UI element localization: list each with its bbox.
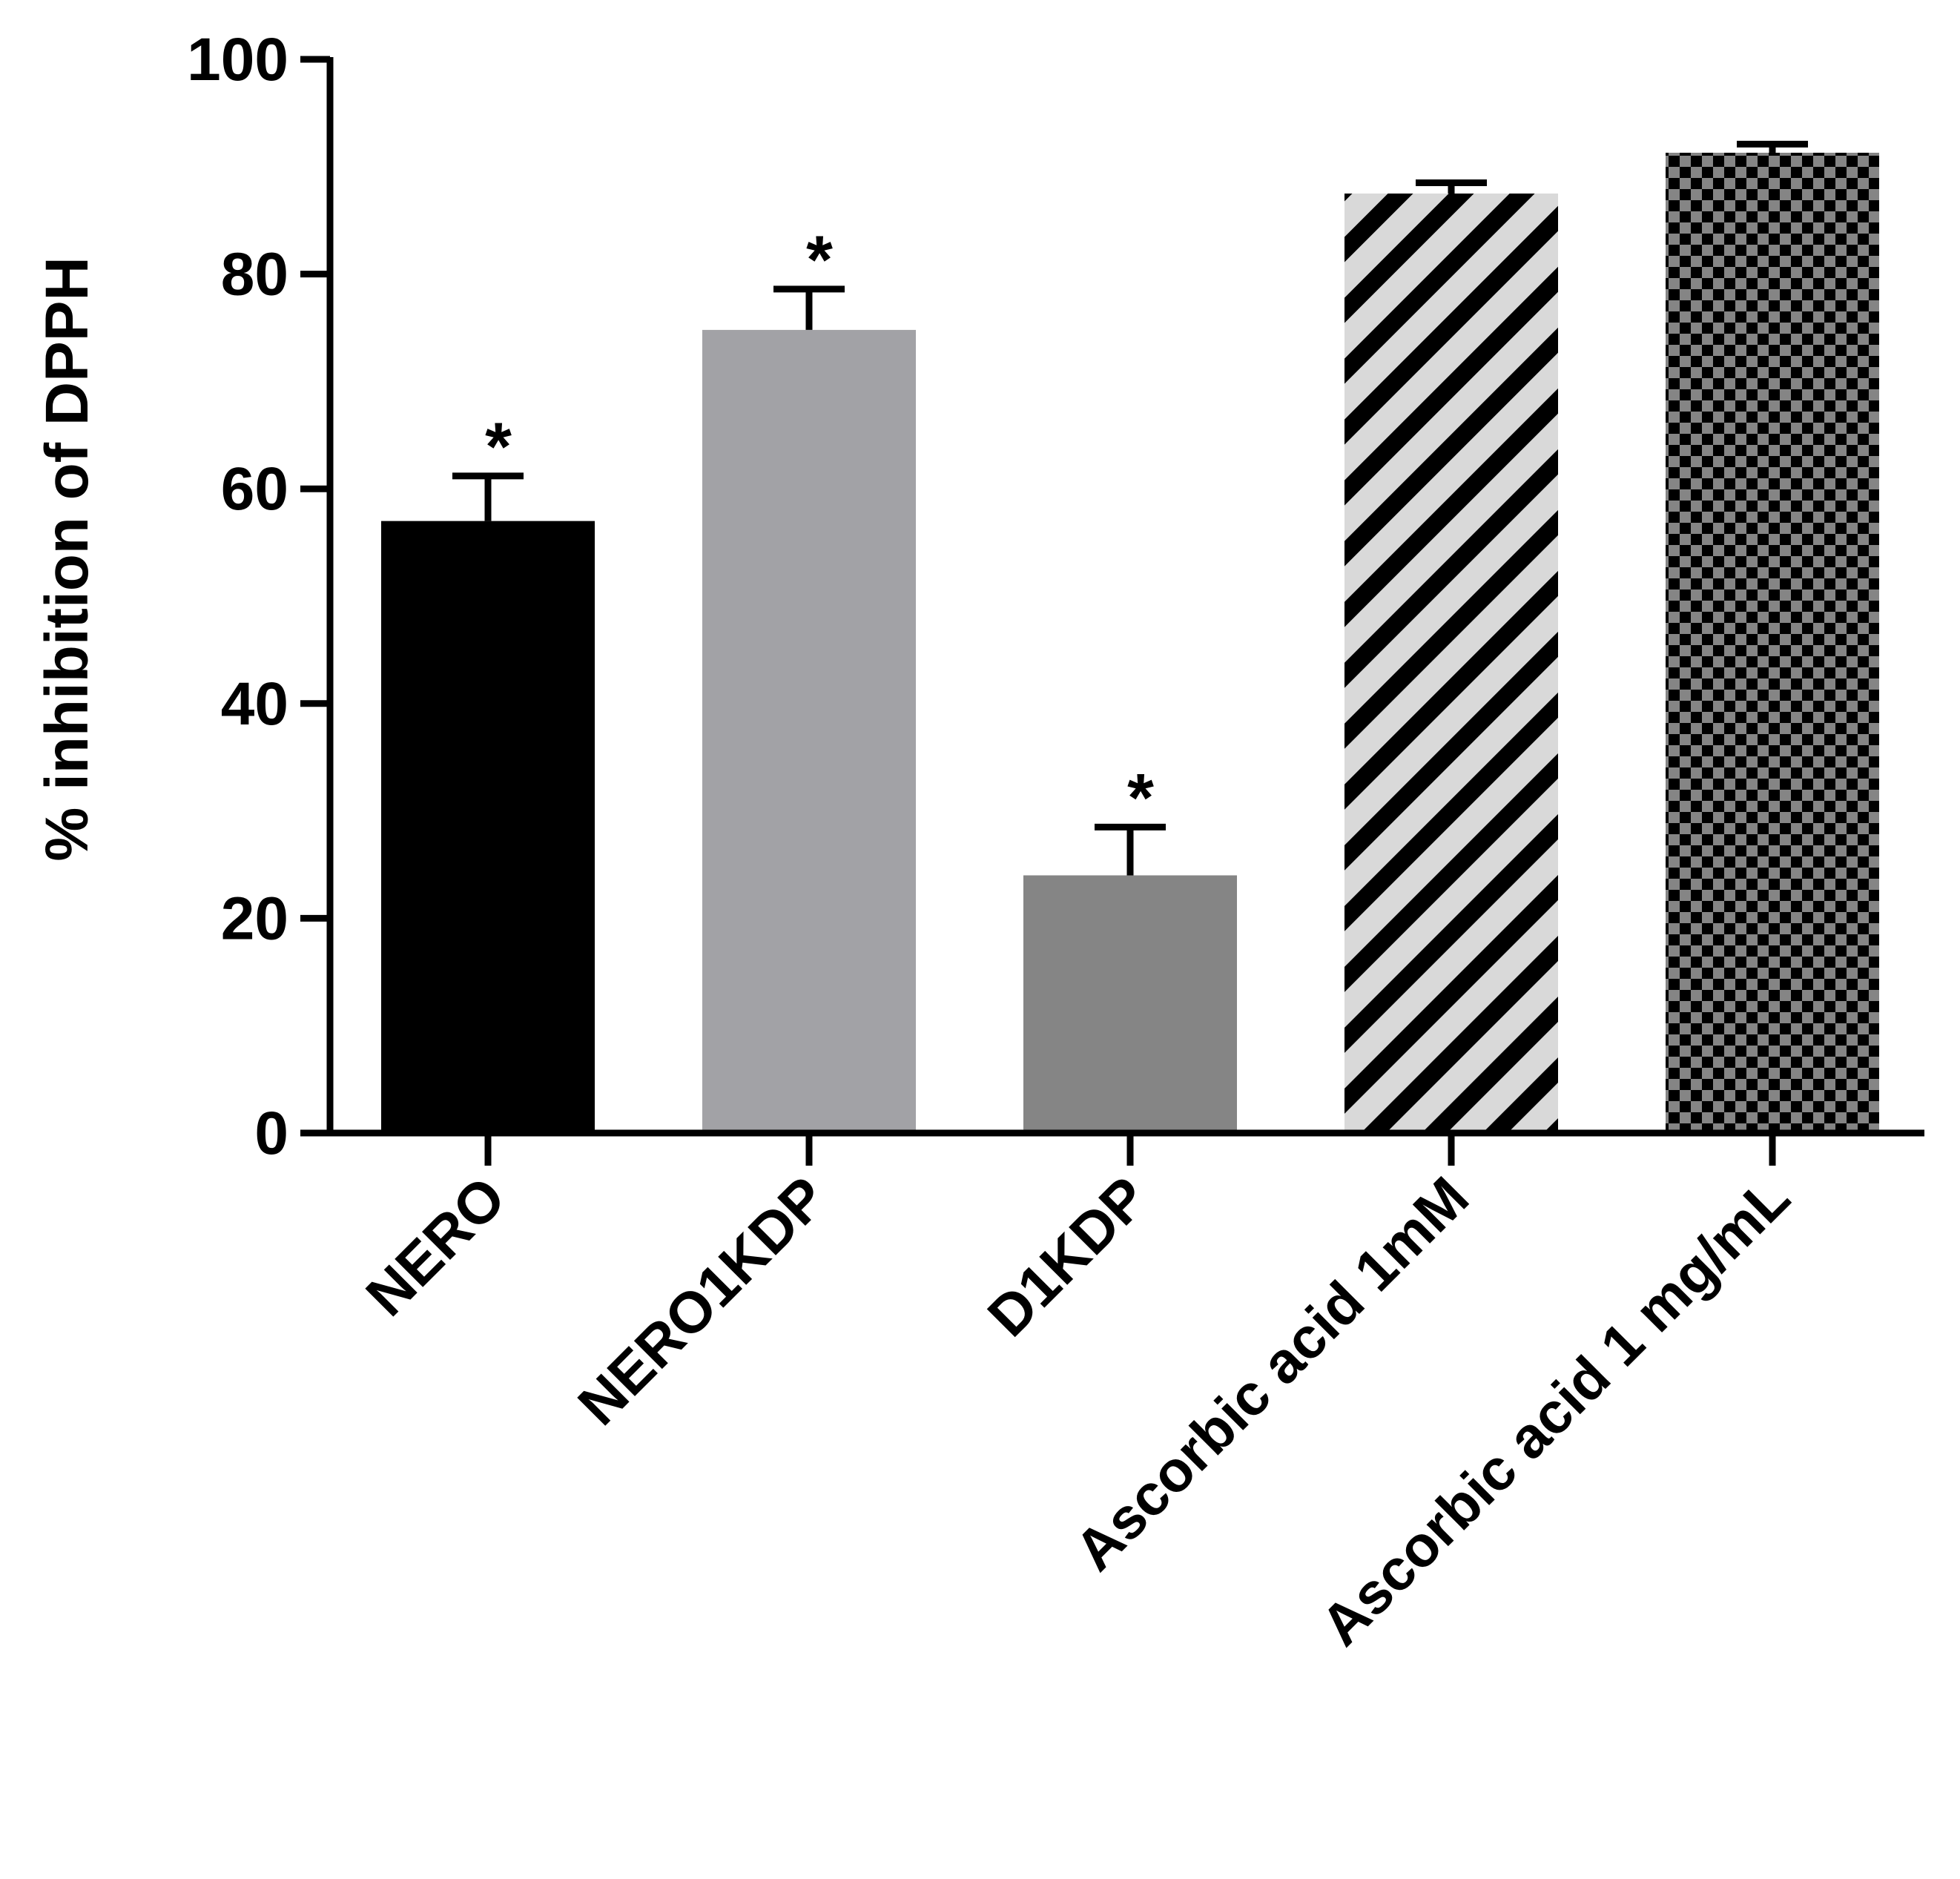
y-tick-label: 80 [221, 241, 288, 308]
x-tick-label: NERO [353, 1164, 518, 1329]
bar-nero1kdp [702, 329, 916, 1133]
bar-ascorbic-acid-1mm [1344, 194, 1558, 1133]
x-tick-label: D1KDP [975, 1164, 1160, 1349]
y-tick-label: 0 [254, 1100, 288, 1167]
y-tick-label: 60 [221, 455, 288, 523]
significance-marker-1: * [806, 222, 833, 298]
bars-layer [381, 152, 1879, 1134]
y-tick-label: 20 [221, 885, 288, 952]
significance-marker-0: * [485, 409, 512, 485]
significance-marker-2: * [1127, 760, 1154, 836]
axes-layer [300, 56, 1924, 1166]
error-bars-layer [452, 140, 1808, 876]
bar-nero [381, 521, 595, 1133]
y-tick-label: 100 [187, 26, 288, 93]
bar-d1kdp [1023, 875, 1237, 1133]
y-tick-label: 40 [221, 670, 288, 738]
y-axis-label: % inhibition of DPPH [33, 257, 101, 861]
x-tick-label: NERO1KDP [565, 1164, 839, 1438]
bar-ascorbic-acid-1-mg-ml [1666, 152, 1879, 1134]
